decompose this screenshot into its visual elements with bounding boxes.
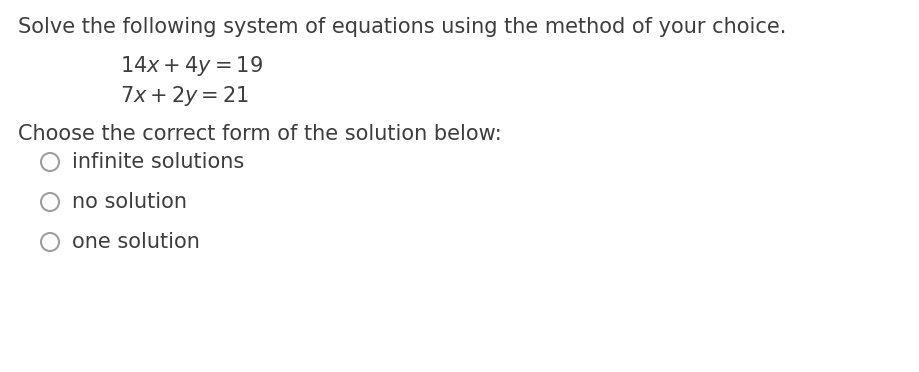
Text: $14x + 4y = 19$: $14x + 4y = 19$ (119, 54, 263, 78)
Text: one solution: one solution (72, 232, 199, 252)
Text: $7x + 2y = 21$: $7x + 2y = 21$ (119, 84, 249, 108)
Text: Solve the following system of equations using the method of your choice.: Solve the following system of equations … (18, 17, 786, 37)
Text: Choose the correct form of the solution below:: Choose the correct form of the solution … (18, 124, 501, 144)
Text: no solution: no solution (72, 192, 187, 212)
Text: infinite solutions: infinite solutions (72, 152, 244, 172)
